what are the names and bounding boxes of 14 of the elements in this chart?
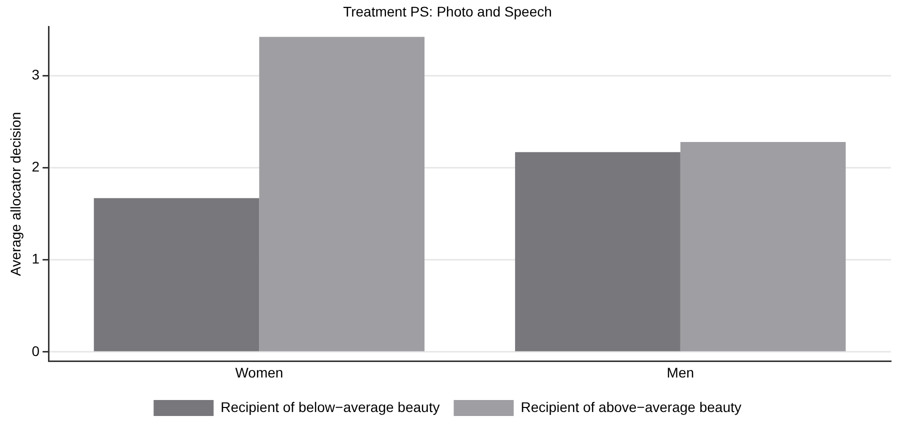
y-tick-label: 2	[32, 158, 40, 175]
x-tick-label: Women	[235, 364, 284, 380]
y-tick-label: 3	[32, 66, 40, 82]
y-tick-label: 0	[32, 342, 40, 359]
chart-title: Treatment PS: Photo and Speech	[343, 3, 552, 20]
bar	[94, 198, 260, 352]
y-tick-label: 1	[32, 250, 40, 267]
bar	[515, 152, 680, 352]
bar	[680, 142, 846, 352]
x-tick-label: Men	[666, 364, 694, 380]
y-axis-title: Average allocator decision	[7, 112, 24, 276]
legend-label: Recipient of below−average beauty	[220, 398, 440, 415]
legend-label: Recipient of above−average beauty	[520, 398, 742, 415]
bar	[259, 36, 425, 352]
